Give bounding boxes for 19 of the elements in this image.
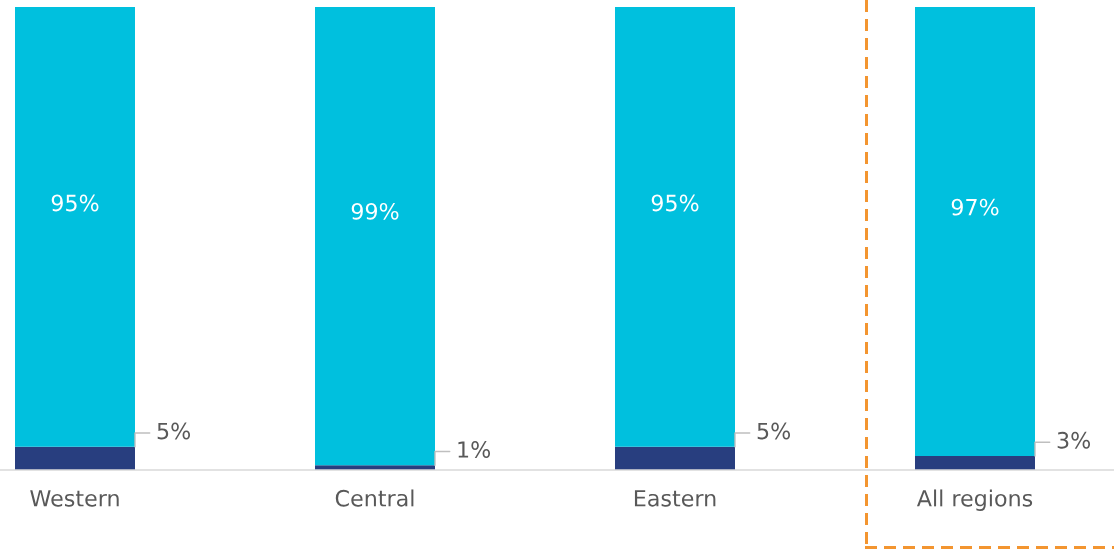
data-label: 95%	[51, 194, 99, 212]
bar	[315, 7, 435, 466]
x-tick-label: Eastern	[634, 490, 716, 507]
bar	[615, 7, 735, 447]
x-tick-label: Western	[30, 490, 119, 507]
bar	[915, 7, 1035, 457]
bar	[915, 456, 1035, 470]
data-label: 99%	[351, 202, 399, 220]
data-label: 97%	[951, 198, 999, 216]
x-tick-label: All regions	[916, 489, 1033, 511]
x-tick-label: Central	[335, 489, 414, 507]
data-label: 5%	[157, 422, 191, 440]
data-label: 3%	[1057, 431, 1091, 449]
data-label: 1%	[458, 441, 491, 458]
data-label: 5%	[757, 422, 791, 440]
bar	[15, 446, 135, 470]
data-label: 95%	[651, 194, 699, 212]
bar	[615, 446, 735, 470]
bar	[15, 7, 135, 447]
